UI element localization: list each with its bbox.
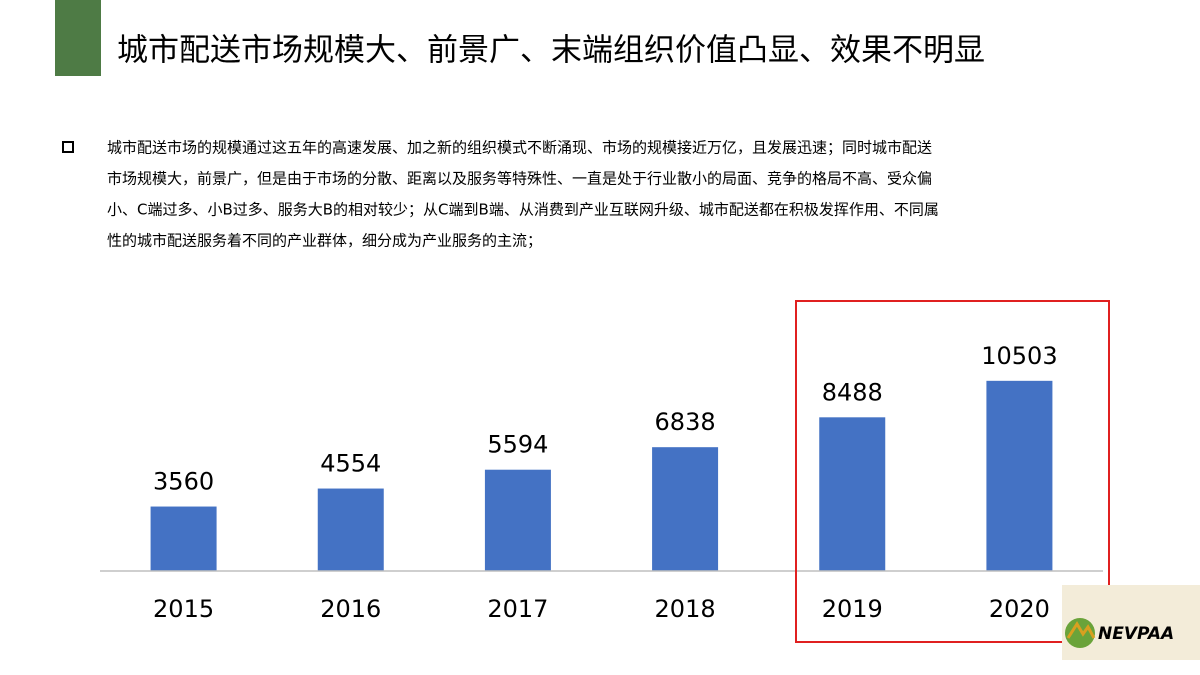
bar bbox=[986, 380, 1053, 571]
bar bbox=[150, 506, 217, 571]
accent-bar bbox=[55, 0, 101, 76]
bar bbox=[317, 488, 384, 571]
x-tick-label: 2016 bbox=[320, 595, 381, 623]
logo: NEVPAA bbox=[1062, 585, 1200, 660]
bar bbox=[819, 417, 886, 571]
x-tick-label: 2019 bbox=[822, 595, 883, 623]
x-tick-label: 2017 bbox=[487, 595, 548, 623]
bullet bbox=[62, 141, 74, 153]
x-tick-label: 2020 bbox=[989, 595, 1050, 623]
slide-title: 城市配送市场规模大、前景广、末端组织价值凸显、效果不明显 bbox=[117, 33, 985, 69]
paragraph: 城市配送市场的规模通过这五年的高速发展、加之新的组织模式不断涌现、市场的规模接近… bbox=[107, 139, 939, 250]
value-label: 3560 bbox=[153, 468, 214, 496]
highlight-box bbox=[795, 300, 1110, 643]
x-tick-label: 2015 bbox=[153, 595, 214, 623]
paragraph-line: 市场规模大，前景广，但是由于市场的分散、距离以及服务等特殊性、一直是处于行业散小… bbox=[107, 170, 932, 188]
chart: 2015 3560 2016 4554 2017 5594 2018 6838 2019 8488… bbox=[100, 342, 1103, 623]
bar bbox=[652, 447, 719, 571]
value-label: 4554 bbox=[320, 450, 381, 478]
logo-mark bbox=[1066, 621, 1096, 639]
x-tick-label: 2018 bbox=[655, 595, 716, 623]
logo-text: NEVPAA bbox=[1098, 624, 1174, 644]
value-label: 8488 bbox=[822, 378, 883, 406]
paragraph-line: 小、C端过多、小B过多、服务大B的相对较少；从C端到B端、从消费到产业互联网升级… bbox=[107, 201, 939, 219]
paragraph-line: 城市配送市场的规模通过这五年的高速发展、加之新的组织模式不断涌现、市场的规模接近… bbox=[107, 139, 932, 157]
paragraph-line: 性的城市配送服务着不同的产业群体，细分成为产业服务的主流； bbox=[107, 232, 542, 250]
bar bbox=[484, 469, 551, 571]
value-label: 10503 bbox=[981, 342, 1057, 370]
value-label: 6838 bbox=[655, 408, 716, 436]
value-label: 5594 bbox=[487, 431, 548, 459]
